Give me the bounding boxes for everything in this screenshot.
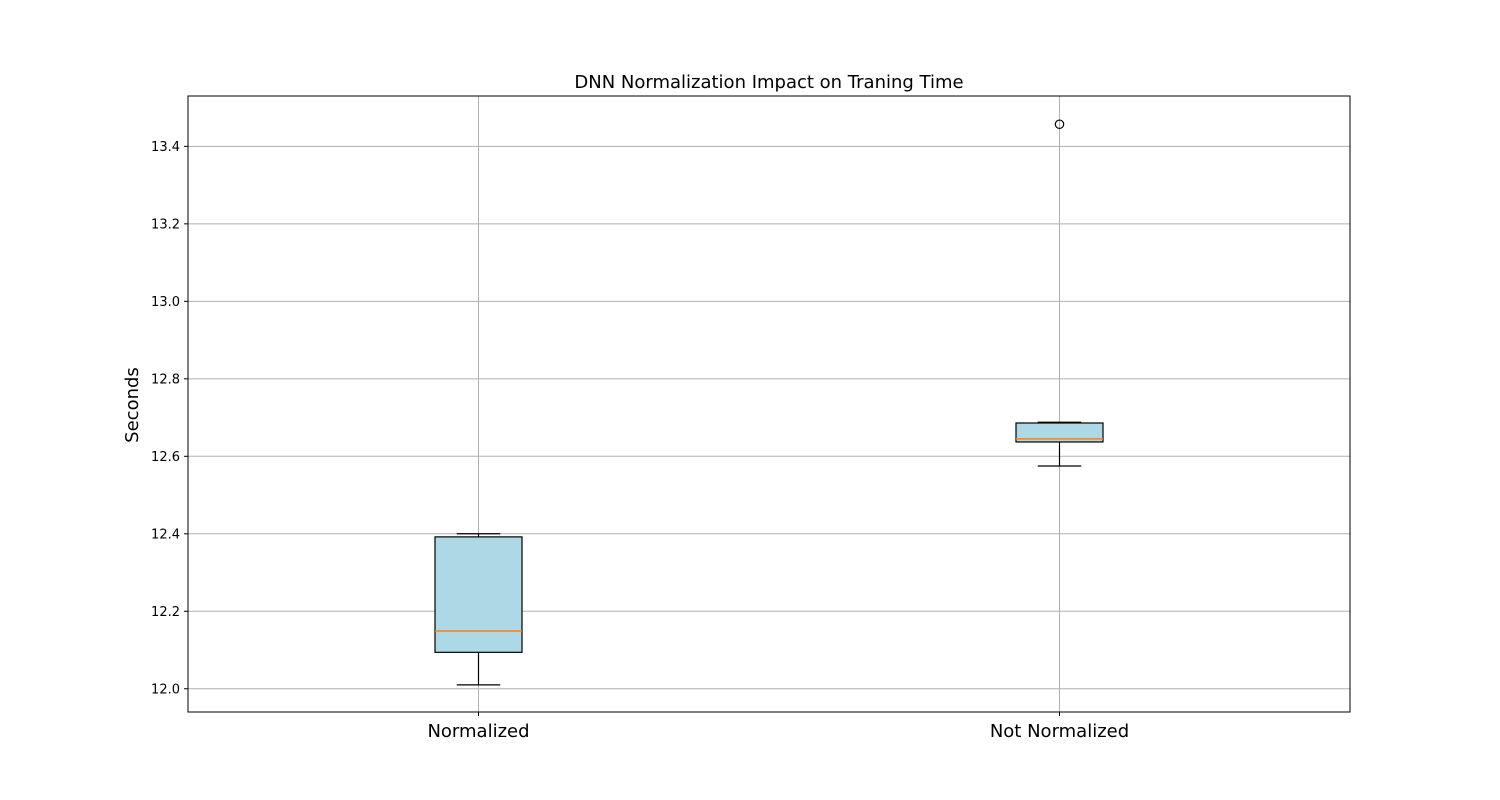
box-iqr bbox=[434, 536, 523, 653]
y-tick-label: 13.0 bbox=[151, 295, 180, 310]
y-tick-label: 12.4 bbox=[151, 527, 180, 542]
y-tick-label: 12.2 bbox=[151, 605, 180, 620]
y-tick-label: 12.6 bbox=[151, 450, 180, 465]
y-tick-label: 12.0 bbox=[151, 682, 180, 697]
grid bbox=[188, 96, 1350, 712]
y-tick-label: 13.4 bbox=[151, 140, 180, 155]
x-tick-label: Normalized bbox=[427, 721, 529, 742]
y-tick-label: 12.8 bbox=[151, 372, 180, 387]
ticks: 12.0 12.2 12.4 12.6 12.8 13.0 13.2 13.4 Normaliz… bbox=[151, 140, 1129, 742]
box-iqr bbox=[1015, 422, 1104, 443]
y-tick-label: 13.2 bbox=[151, 217, 180, 232]
plot-frame bbox=[187, 95, 1351, 713]
outlier-point bbox=[1054, 119, 1065, 130]
x-tick-label: Not Normalized bbox=[990, 721, 1129, 742]
chart-title: DNN Normalization Impact on Traning Time bbox=[574, 72, 963, 93]
y-axis-label: Seconds bbox=[122, 367, 143, 443]
boxes bbox=[434, 119, 1104, 686]
